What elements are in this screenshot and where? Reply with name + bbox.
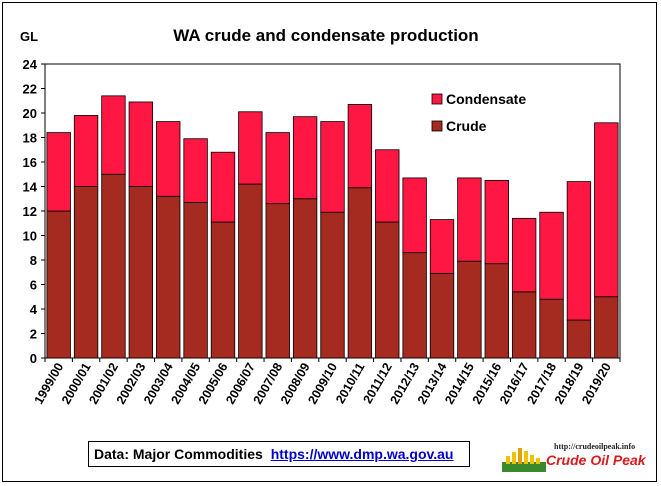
bar-condensate xyxy=(101,95,126,175)
bar-condensate xyxy=(539,211,564,300)
bar-crude xyxy=(566,319,592,359)
legend-label-condensate: Condensate xyxy=(446,91,526,107)
y-tick-label: 24 xyxy=(23,57,38,72)
y-tick-label: 12 xyxy=(23,204,37,219)
bar-condensate xyxy=(128,101,154,187)
y-tick-label: 16 xyxy=(23,155,37,170)
y-tick-label: 22 xyxy=(23,82,37,97)
y-tick-label: 6 xyxy=(30,278,37,293)
bar-crude xyxy=(128,186,154,359)
bar-crude xyxy=(402,252,427,359)
chart-title: WA crude and condensate production xyxy=(173,26,478,45)
bar-crude xyxy=(46,210,71,359)
y-tick-label: 18 xyxy=(23,131,37,146)
source-note: Data: Major Commodities https://www.dmp.… xyxy=(88,441,470,467)
bar-condensate xyxy=(46,132,71,212)
crude-oil-peak-logo[interactable]: http://crudeoilpeak.info Crude Oil Peak xyxy=(500,442,650,472)
legend-label-crude: Crude xyxy=(446,118,487,134)
bar-condensate xyxy=(320,121,345,213)
y-tick-label: 2 xyxy=(30,327,37,342)
bar-condensate xyxy=(566,181,592,321)
bar-crude xyxy=(183,202,208,359)
bar-crude xyxy=(429,273,455,359)
bar-crude xyxy=(320,211,345,359)
bar-crude xyxy=(457,260,482,359)
legend-swatch-crude xyxy=(431,120,443,132)
source-label: Data: Major Commodities xyxy=(94,446,263,462)
bar-condensate xyxy=(265,132,290,205)
logo-url: http://crudeoilpeak.info xyxy=(554,442,636,451)
logo-icon xyxy=(502,448,546,472)
bar-crude xyxy=(594,296,619,359)
bar-condensate xyxy=(183,138,208,203)
bar-condensate xyxy=(347,104,373,189)
bar-crude xyxy=(511,291,537,359)
bar-condensate xyxy=(484,179,509,265)
y-tick-label: 14 xyxy=(23,180,38,195)
bar-condensate xyxy=(511,217,537,293)
y-tick-label: 20 xyxy=(23,106,37,121)
bar-crude xyxy=(156,195,181,359)
bar-crude xyxy=(265,203,290,359)
bar-crude xyxy=(210,221,236,359)
bar-crude xyxy=(73,186,99,359)
bar-condensate xyxy=(402,177,427,254)
bar-condensate xyxy=(210,151,236,223)
bar-condensate xyxy=(73,115,99,187)
bar-crude xyxy=(101,173,126,359)
legend-swatch-condensate xyxy=(431,93,443,105)
bar-crude xyxy=(539,298,564,359)
bar-condensate xyxy=(594,122,619,298)
source-link[interactable]: https://www.dmp.wa.gov.au xyxy=(270,446,454,462)
bar-condensate xyxy=(292,116,318,200)
bar-crude xyxy=(347,187,373,359)
y-tick-label: 4 xyxy=(30,302,38,317)
y-axis-label: GL xyxy=(20,29,38,44)
bar-condensate xyxy=(238,111,263,185)
bar-crude xyxy=(375,221,400,359)
chart-frame xyxy=(2,2,657,482)
bar-crude xyxy=(292,198,318,359)
y-tick-label: 10 xyxy=(23,229,37,244)
y-tick-label: 8 xyxy=(30,253,37,268)
bar-condensate xyxy=(375,149,400,223)
bar-condensate xyxy=(429,219,455,274)
bar-crude xyxy=(484,263,509,359)
bar-condensate xyxy=(156,121,181,197)
bar-condensate xyxy=(457,177,482,262)
bar-crude xyxy=(238,183,263,359)
logo-name: Crude Oil Peak xyxy=(546,452,646,468)
y-tick-label: 0 xyxy=(30,351,37,366)
